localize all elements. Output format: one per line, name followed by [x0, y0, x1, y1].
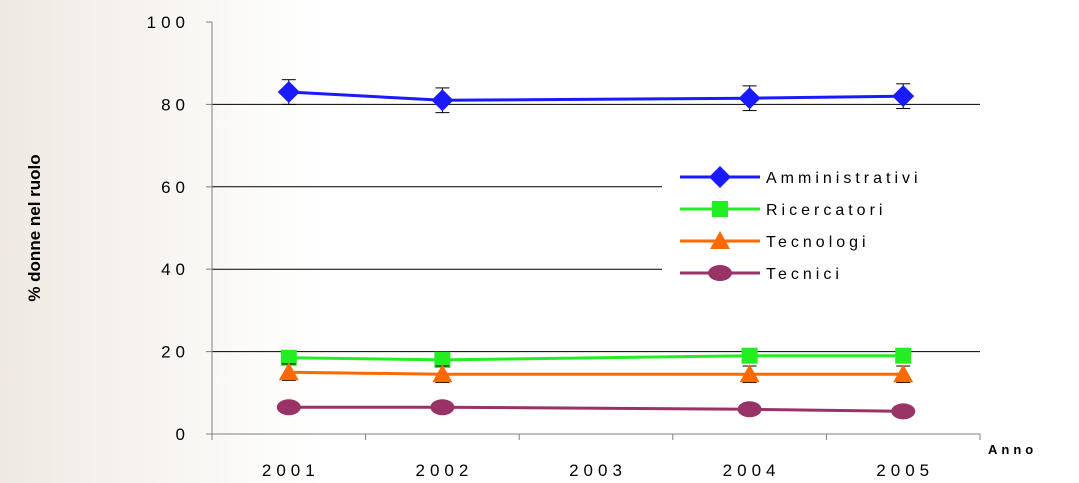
y-tick-label-20: 20	[161, 343, 190, 362]
data-point-ricercatori-2002	[434, 351, 451, 368]
legend-label-tecnici: Tecnici	[766, 266, 843, 283]
series-line-tecnologi	[288, 370, 904, 376]
y-tick-label-100: 100	[147, 13, 190, 32]
y-tick-label-80: 80	[161, 95, 190, 114]
y-tick-labels: 0 20 40 60 80 100	[147, 13, 212, 444]
data-point-tecnologi-2005	[893, 364, 914, 383]
y-tick-label-40: 40	[161, 260, 190, 279]
x-tick-label-2003: 2003	[569, 461, 627, 480]
series-line-amministrativi	[288, 90, 904, 102]
data-point-amministrativi-2005	[892, 85, 915, 108]
data-point-ricercatori-2001	[280, 349, 297, 366]
data-point-amministrativi-2001	[277, 81, 300, 104]
legend-item-ricercatori: Ricercatori	[680, 201, 886, 219]
legend-label-amministrativi: Amministrativi	[766, 170, 922, 187]
y-tick-label-0: 0	[176, 425, 190, 444]
y-axis-label: % donne nel ruolo	[25, 154, 44, 301]
legend-marker-ricercatori	[712, 201, 728, 217]
legend-marker-tecnici	[708, 265, 732, 281]
x-tick-label-2005: 2005	[876, 461, 934, 480]
series-ricercatori	[280, 347, 912, 368]
series-group	[276, 79, 916, 420]
legend-item-tecnici: Tecnici	[680, 265, 843, 283]
legend-item-amministrativi: Amministrativi	[680, 166, 922, 188]
legend-label-ricercatori: Ricercatori	[766, 202, 886, 219]
data-point-ricercatori-2005	[895, 347, 912, 364]
data-point-tecnici-2005	[891, 403, 916, 420]
series-amministrativi	[277, 79, 915, 114]
data-point-tecnologi-2004	[739, 364, 760, 383]
data-point-tecnici-2002	[430, 399, 455, 416]
x-tick-label-2004: 2004	[723, 461, 781, 480]
legend: Amministrativi Ricercatori Tecnologi Tecnic…	[662, 158, 984, 296]
axes	[211, 22, 980, 435]
x-tick-label-2001: 2001	[262, 461, 320, 480]
data-point-tecnici-2001	[276, 399, 301, 416]
legend-label-tecnologi: Tecnologi	[766, 234, 870, 251]
series-tecnologi	[278, 362, 914, 383]
data-point-ricercatori-2004	[741, 347, 758, 364]
x-tick-labels: 2001 2002 2003 2004 2005	[211, 434, 981, 480]
series-line-ricercatori	[288, 354, 904, 362]
x-axis-label: Anno	[988, 442, 1037, 457]
legend-marker-tecnologi	[710, 231, 730, 249]
legend-marker-amministrativi	[709, 166, 731, 188]
legend-item-tecnologi: Tecnologi	[680, 231, 870, 251]
data-point-tecnologi-2001	[278, 362, 299, 381]
series-line-tecnici	[288, 405, 904, 413]
series-tecnici	[276, 399, 916, 420]
x-tick-label-2002: 2002	[415, 461, 473, 480]
data-point-amministrativi-2004	[738, 87, 761, 110]
data-point-tecnologi-2002	[432, 364, 453, 383]
y-tick-label-60: 60	[161, 178, 190, 197]
data-point-amministrativi-2002	[431, 89, 454, 112]
data-point-tecnici-2004	[737, 401, 762, 418]
